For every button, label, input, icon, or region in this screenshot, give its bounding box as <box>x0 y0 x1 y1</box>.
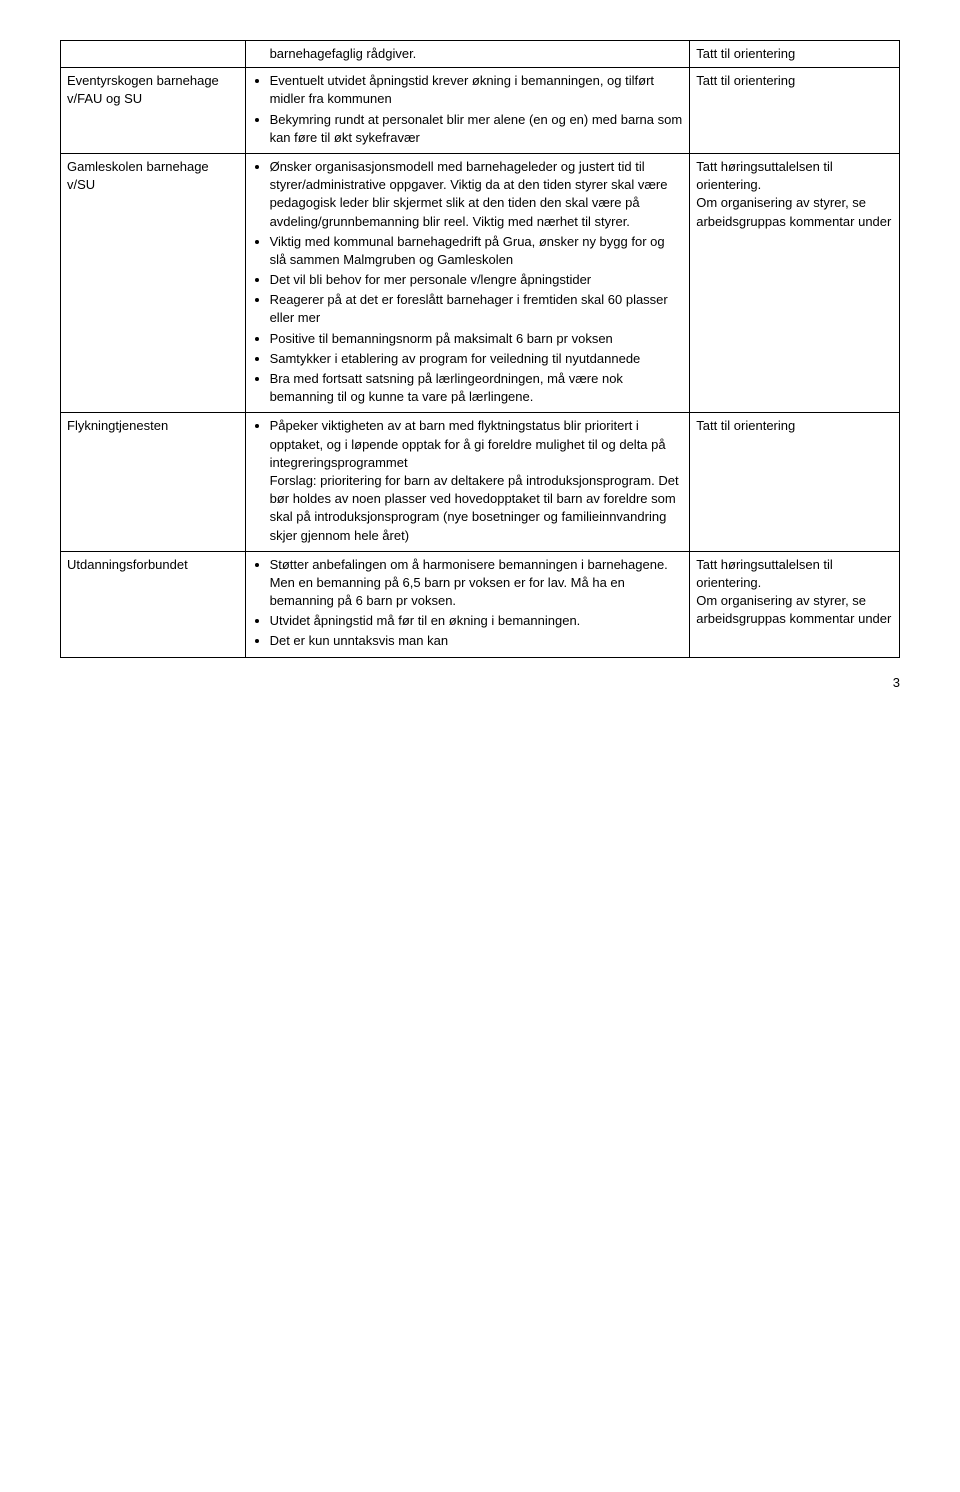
bullet-list: Påpeker viktigheten av at barn med flykt… <box>252 417 684 544</box>
page-number: 3 <box>60 674 900 692</box>
content-cell: Eventuelt utvidet åpningstid krever økni… <box>245 68 690 154</box>
sender-cell: Flykningtjenesten <box>61 413 246 551</box>
list-item: Samtykker i etablering av program for ve… <box>270 350 684 368</box>
list-item: Bekymring rundt at personalet blir mer a… <box>270 111 684 147</box>
response-cell: Tatt høringsuttalelsen til orientering.O… <box>690 551 900 657</box>
content-cell: Påpeker viktigheten av at barn med flykt… <box>245 413 690 551</box>
sender-cell <box>61 41 246 68</box>
response-cell: Tatt til orientering <box>690 68 900 154</box>
list-item: Positive til bemanningsnorm på maksimalt… <box>270 330 684 348</box>
response-cell: Tatt til orientering <box>690 413 900 551</box>
sender-cell: Gamleskolen barnehage v/SU <box>61 153 246 412</box>
content-cell: Støtter anbefalingen om å harmonisere be… <box>245 551 690 657</box>
consultation-table: barnehagefaglig rådgiver. Tatt til orient… <box>60 40 900 658</box>
table-row: FlykningtjenestenPåpeker viktigheten av … <box>61 413 900 551</box>
list-item: Utvidet åpningstid må før til en økning … <box>270 612 684 630</box>
list-item: Ønsker organisasjonsmodell med barnehage… <box>270 158 684 231</box>
list-item: Eventuelt utvidet åpningstid krever økni… <box>270 72 684 108</box>
sender-cell: Eventyrskogen barnehage v/FAU og SU <box>61 68 246 154</box>
bullet-list: Eventuelt utvidet åpningstid krever økni… <box>252 72 684 147</box>
list-item: Reagerer på at det er foreslått barnehag… <box>270 291 684 327</box>
response-cell: Tatt høringsuttalelsen til orientering.O… <box>690 153 900 412</box>
bullet-list: Støtter anbefalingen om å harmonisere be… <box>252 556 684 651</box>
response-cell: Tatt til orientering <box>690 41 900 68</box>
sender-cell: Utdanningsforbundet <box>61 551 246 657</box>
content-cell: barnehagefaglig rådgiver. <box>245 41 690 68</box>
bullet-list: Ønsker organisasjonsmodell med barnehage… <box>252 158 684 406</box>
table-row: Eventyrskogen barnehage v/FAU og SU Event… <box>61 68 900 154</box>
list-item: Viktig med kommunal barnehagedrift på Gr… <box>270 233 684 269</box>
table-row: barnehagefaglig rådgiver. Tatt til orient… <box>61 41 900 68</box>
list-item: Det vil bli behov for mer personale v/le… <box>270 271 684 289</box>
content-cell: Ønsker organisasjonsmodell med barnehage… <box>245 153 690 412</box>
list-item: Det er kun unntaksvis man kan <box>270 632 684 650</box>
list-item: Støtter anbefalingen om å harmonisere be… <box>270 556 684 611</box>
content-text: barnehagefaglig rådgiver. <box>252 45 684 63</box>
list-item: Påpeker viktigheten av at barn med flykt… <box>270 417 684 544</box>
table-row: Utdanningsforbundet Støtter anbefalingen … <box>61 551 900 657</box>
table-row: Gamleskolen barnehage v/SU Ønsker organis… <box>61 153 900 412</box>
list-item: Bra med fortsatt satsning på lærlingeord… <box>270 370 684 406</box>
